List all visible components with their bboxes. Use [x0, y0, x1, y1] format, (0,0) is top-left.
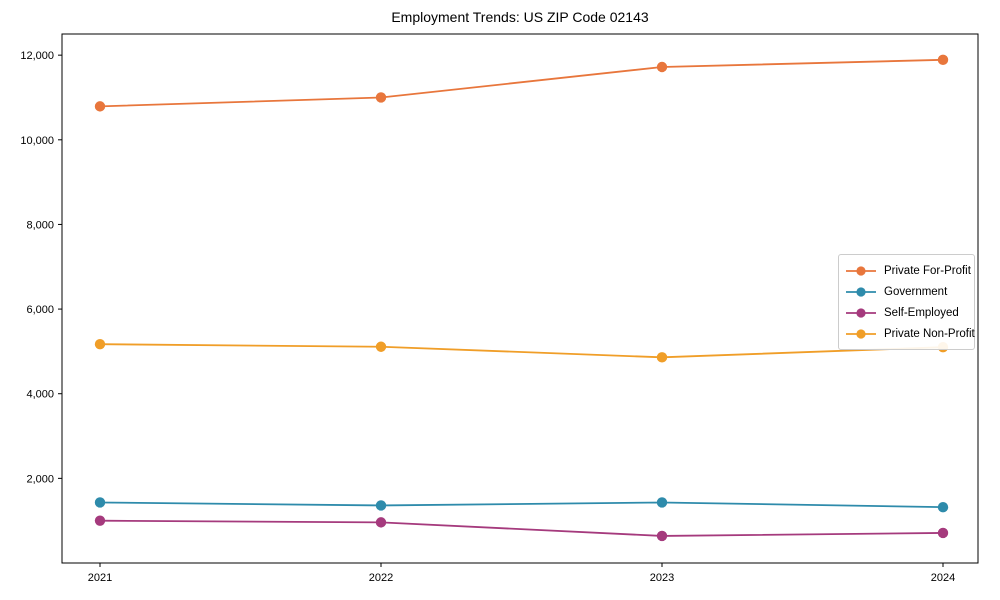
series-point [94, 339, 106, 350]
x-tick-label: 2022 [369, 572, 393, 584]
legend-label: Government [884, 285, 948, 298]
legend-line-marker-icon [846, 328, 876, 339]
legend-item: Self-Employed [845, 302, 966, 323]
y-tick-label: 2,000 [26, 473, 54, 485]
y-tick-label: 12,000 [20, 50, 54, 62]
legend-item: Government [845, 281, 966, 302]
series-point [937, 54, 949, 66]
series-point [375, 500, 387, 511]
series-point [656, 497, 668, 508]
legend-label: Self-Employed [884, 306, 959, 319]
series-point [94, 101, 106, 112]
legend-line-marker-icon [846, 286, 876, 297]
series-point [937, 527, 949, 539]
series-point [937, 501, 949, 513]
legend-item: Private Non-Profit [845, 323, 975, 344]
legend-item: Private For-Profit [845, 260, 971, 281]
y-tick-label: 6,000 [26, 304, 54, 316]
series-point [94, 515, 106, 526]
legend-line-marker-icon [846, 307, 876, 318]
series-point [656, 530, 668, 542]
series-point [375, 92, 387, 103]
series-line [99, 343, 944, 359]
axes-frame [61, 33, 979, 564]
series-point [94, 497, 106, 508]
y-tick-label: 8,000 [26, 219, 54, 231]
legend-line-marker-icon [846, 265, 876, 276]
chart-title: Employment Trends: US ZIP Code 02143 [391, 9, 649, 25]
y-tick-label: 4,000 [26, 389, 54, 401]
series-line [99, 519, 944, 537]
series-point [375, 517, 387, 528]
series-point [656, 352, 668, 363]
x-tick-label: 2024 [931, 572, 955, 584]
series-line [99, 58, 944, 108]
series-line [99, 501, 944, 509]
legend-label: Private For-Profit [884, 264, 971, 277]
series-point [375, 341, 387, 352]
series-point [656, 61, 668, 73]
legend-label: Private Non-Profit [884, 327, 975, 340]
legend: Private For-Profit Government Self-Employe… [838, 254, 975, 350]
y-tick-label: 10,000 [20, 135, 54, 147]
x-tick-label: 2023 [650, 572, 674, 584]
x-tick-label: 2021 [88, 572, 112, 584]
